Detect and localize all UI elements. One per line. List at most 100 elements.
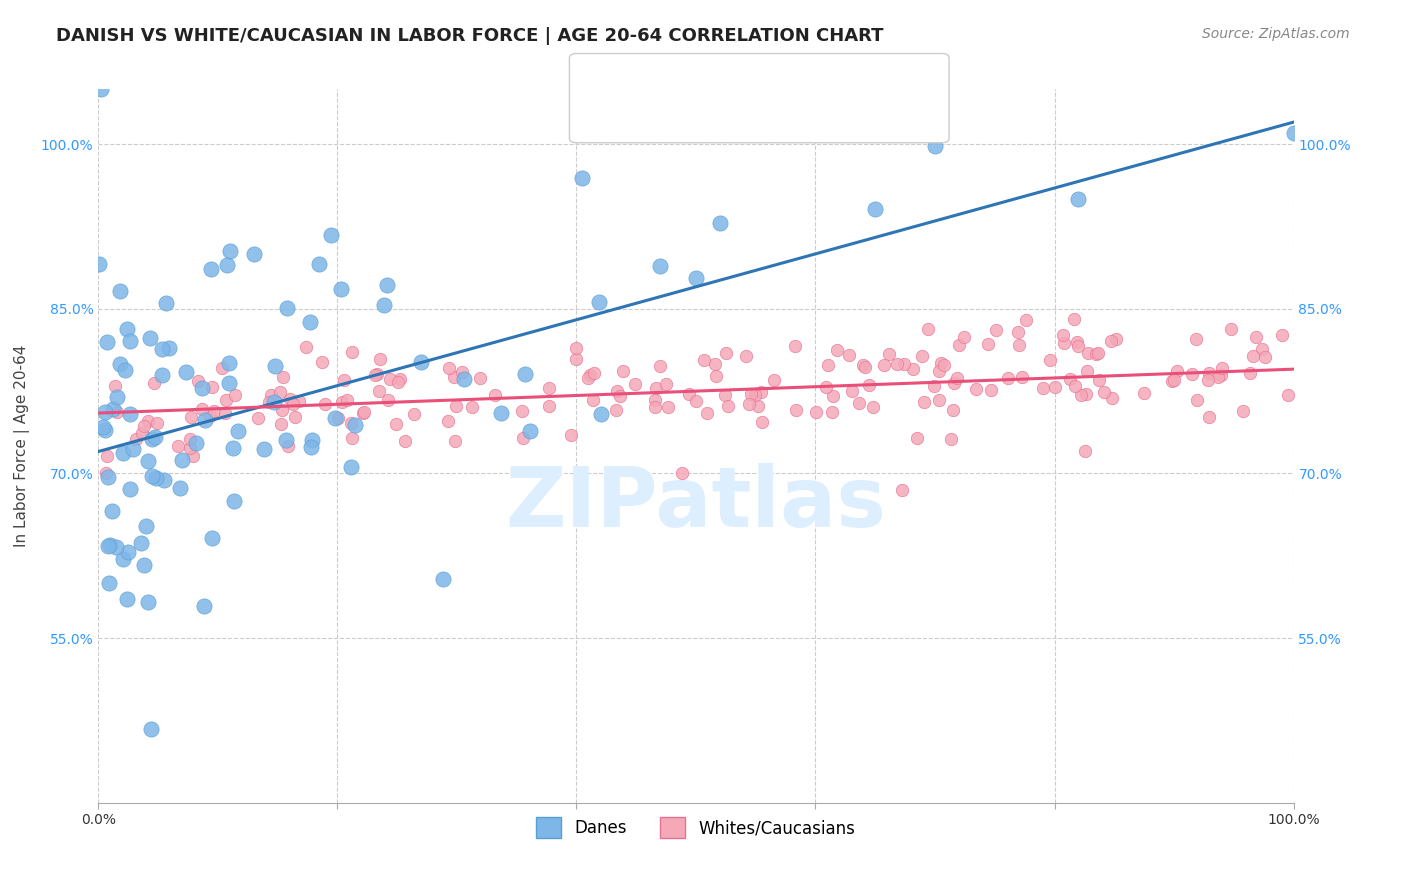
Point xyxy=(179,432,201,446)
Point xyxy=(538,399,561,413)
Point xyxy=(468,371,491,385)
Point xyxy=(1015,313,1038,327)
Point xyxy=(187,374,209,388)
Point xyxy=(368,351,391,366)
Point xyxy=(624,376,647,391)
Point xyxy=(141,469,163,483)
Point xyxy=(928,364,950,378)
Point xyxy=(169,481,191,495)
Point xyxy=(319,227,342,242)
Point xyxy=(155,296,177,310)
Point xyxy=(738,397,761,411)
Point xyxy=(717,399,740,413)
Point xyxy=(579,368,602,382)
Point xyxy=(655,376,678,391)
Point xyxy=(1211,360,1233,375)
Point xyxy=(340,459,363,474)
Point xyxy=(186,435,208,450)
Point xyxy=(714,388,737,402)
Point xyxy=(565,341,588,355)
Point xyxy=(489,406,512,420)
Point xyxy=(378,372,401,386)
Point xyxy=(98,575,121,590)
Point xyxy=(1282,127,1305,141)
Point xyxy=(100,504,122,518)
Point xyxy=(218,376,240,390)
Point xyxy=(301,433,323,447)
Point xyxy=(191,402,214,417)
Point xyxy=(749,385,772,400)
Point xyxy=(329,282,352,296)
Point xyxy=(848,396,870,410)
Point xyxy=(118,482,141,496)
Text: Source: ZipAtlas.com: Source: ZipAtlas.com xyxy=(1202,27,1350,41)
Point xyxy=(1241,350,1264,364)
Point xyxy=(735,349,758,363)
Point xyxy=(744,388,766,402)
Point xyxy=(139,331,162,345)
Point xyxy=(450,365,472,379)
Point xyxy=(1064,379,1087,393)
Point xyxy=(117,322,139,336)
Point xyxy=(714,346,737,360)
Point xyxy=(150,342,173,356)
Point xyxy=(278,392,301,406)
Point xyxy=(263,395,285,409)
Point xyxy=(1251,342,1274,356)
Point xyxy=(343,417,366,432)
Point xyxy=(97,470,120,484)
Point xyxy=(905,431,928,445)
Point xyxy=(146,416,169,430)
Point xyxy=(1219,322,1241,336)
Point xyxy=(571,171,593,186)
Point xyxy=(105,390,128,404)
Point xyxy=(139,722,162,736)
Point xyxy=(484,388,506,402)
Point xyxy=(1197,373,1219,387)
Point xyxy=(328,410,350,425)
Point xyxy=(167,439,190,453)
Point xyxy=(111,551,134,566)
Point xyxy=(943,376,966,391)
Point xyxy=(375,277,398,292)
Point xyxy=(1232,404,1254,418)
Point xyxy=(785,339,807,353)
Point xyxy=(277,439,299,453)
Point xyxy=(693,353,716,368)
Point xyxy=(862,400,884,414)
Point xyxy=(97,539,120,553)
Point xyxy=(311,355,333,369)
Point xyxy=(657,401,679,415)
Point xyxy=(366,367,388,381)
Point xyxy=(131,536,153,550)
Point xyxy=(1008,337,1031,351)
Point xyxy=(117,545,139,559)
Point xyxy=(606,384,628,399)
Point xyxy=(1105,332,1128,346)
Point xyxy=(928,392,950,407)
Point xyxy=(650,359,672,373)
Point xyxy=(443,370,465,384)
Point xyxy=(214,406,236,420)
Point xyxy=(136,595,159,609)
Point xyxy=(1007,325,1029,339)
Point xyxy=(1074,444,1097,458)
Point xyxy=(96,335,118,350)
Point xyxy=(333,373,356,387)
Point xyxy=(444,399,467,413)
Point xyxy=(589,407,612,421)
Point xyxy=(1066,335,1088,350)
Point xyxy=(1045,380,1067,394)
Point xyxy=(402,407,425,421)
Point xyxy=(93,419,115,434)
Point xyxy=(352,406,374,420)
Point xyxy=(1181,367,1204,381)
Point xyxy=(269,384,291,399)
Point xyxy=(939,432,962,446)
Point xyxy=(1070,388,1092,402)
Point xyxy=(1101,391,1123,405)
Point xyxy=(299,440,322,454)
Point xyxy=(202,404,225,418)
Point xyxy=(340,416,363,430)
Point xyxy=(1077,346,1099,360)
